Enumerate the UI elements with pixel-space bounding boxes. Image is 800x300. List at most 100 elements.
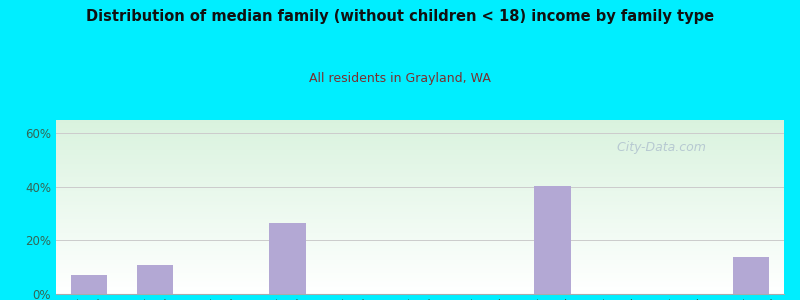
Bar: [56, 134, 784, 135]
Bar: [56, 272, 784, 273]
Bar: [56, 288, 784, 289]
Bar: [56, 126, 784, 127]
Bar: [56, 163, 784, 164]
Bar: [56, 249, 784, 250]
Bar: [56, 124, 784, 125]
Bar: [56, 137, 784, 138]
Bar: [56, 190, 784, 191]
Bar: [56, 132, 784, 133]
Bar: [56, 122, 784, 123]
Bar: [56, 280, 784, 281]
Bar: [56, 267, 784, 268]
Bar: [56, 197, 784, 198]
Bar: [56, 259, 784, 260]
Bar: [56, 136, 784, 137]
Bar: [56, 210, 784, 211]
Bar: [71, 275, 107, 294]
Bar: [56, 183, 784, 184]
Bar: [56, 290, 784, 291]
Bar: [56, 191, 784, 192]
Bar: [56, 216, 784, 217]
Bar: [56, 250, 784, 251]
Bar: [56, 162, 784, 163]
Bar: [56, 149, 784, 150]
Bar: [56, 193, 784, 194]
Text: Distribution of median family (without children < 18) income by family type: Distribution of median family (without c…: [86, 9, 714, 24]
Bar: [56, 284, 784, 285]
Text: All residents in Grayland, WA: All residents in Grayland, WA: [309, 72, 491, 85]
Bar: [56, 195, 784, 196]
Bar: [56, 148, 784, 149]
Bar: [56, 164, 784, 165]
Bar: [56, 206, 784, 207]
Bar: [56, 188, 784, 189]
Bar: [56, 292, 784, 293]
Bar: [56, 143, 784, 144]
Bar: [56, 160, 784, 161]
Bar: [56, 221, 784, 222]
Bar: [56, 266, 784, 267]
Bar: [56, 135, 784, 136]
Bar: [56, 157, 784, 158]
Bar: [56, 130, 784, 131]
Bar: [56, 245, 784, 246]
Bar: [56, 202, 784, 203]
Bar: [56, 153, 784, 154]
Bar: [56, 198, 784, 199]
Bar: [56, 269, 784, 270]
Bar: [56, 165, 784, 166]
Bar: [56, 174, 784, 175]
Bar: [56, 169, 784, 170]
Bar: [56, 140, 784, 141]
Bar: [56, 139, 784, 140]
Bar: [56, 237, 784, 238]
Bar: [56, 230, 784, 231]
Bar: [56, 242, 784, 243]
Bar: [56, 268, 784, 269]
Bar: [56, 182, 784, 183]
Bar: [56, 283, 784, 284]
Bar: [56, 270, 784, 271]
Bar: [56, 261, 784, 262]
Bar: [56, 228, 784, 229]
Bar: [56, 256, 784, 257]
Bar: [56, 227, 784, 228]
Bar: [56, 131, 784, 132]
Bar: [56, 181, 784, 182]
Bar: [56, 211, 784, 212]
Bar: [56, 203, 784, 204]
Bar: [56, 194, 784, 195]
Bar: [56, 248, 784, 249]
Bar: [56, 241, 784, 242]
Bar: [56, 263, 784, 264]
Bar: [56, 161, 784, 162]
Bar: [56, 220, 784, 221]
Bar: [56, 142, 784, 143]
Bar: [56, 150, 784, 151]
Bar: [56, 277, 784, 278]
Bar: [56, 147, 784, 148]
Bar: [56, 281, 784, 282]
Bar: [56, 184, 784, 185]
Bar: [56, 144, 784, 145]
Bar: [56, 226, 784, 227]
Bar: [56, 293, 784, 294]
Bar: [56, 238, 784, 239]
Bar: [56, 207, 784, 208]
Bar: [56, 262, 784, 263]
Bar: [56, 129, 784, 130]
Bar: [56, 222, 784, 223]
Bar: [56, 265, 784, 266]
Bar: [56, 244, 784, 245]
Bar: [56, 273, 784, 274]
Bar: [56, 159, 784, 160]
Bar: [56, 223, 784, 224]
Bar: [56, 276, 784, 277]
Bar: [56, 168, 784, 169]
Bar: [56, 264, 784, 265]
Bar: [56, 279, 784, 280]
Bar: [56, 239, 784, 240]
Bar: [56, 123, 784, 124]
Bar: [56, 179, 784, 180]
Bar: [56, 155, 784, 156]
